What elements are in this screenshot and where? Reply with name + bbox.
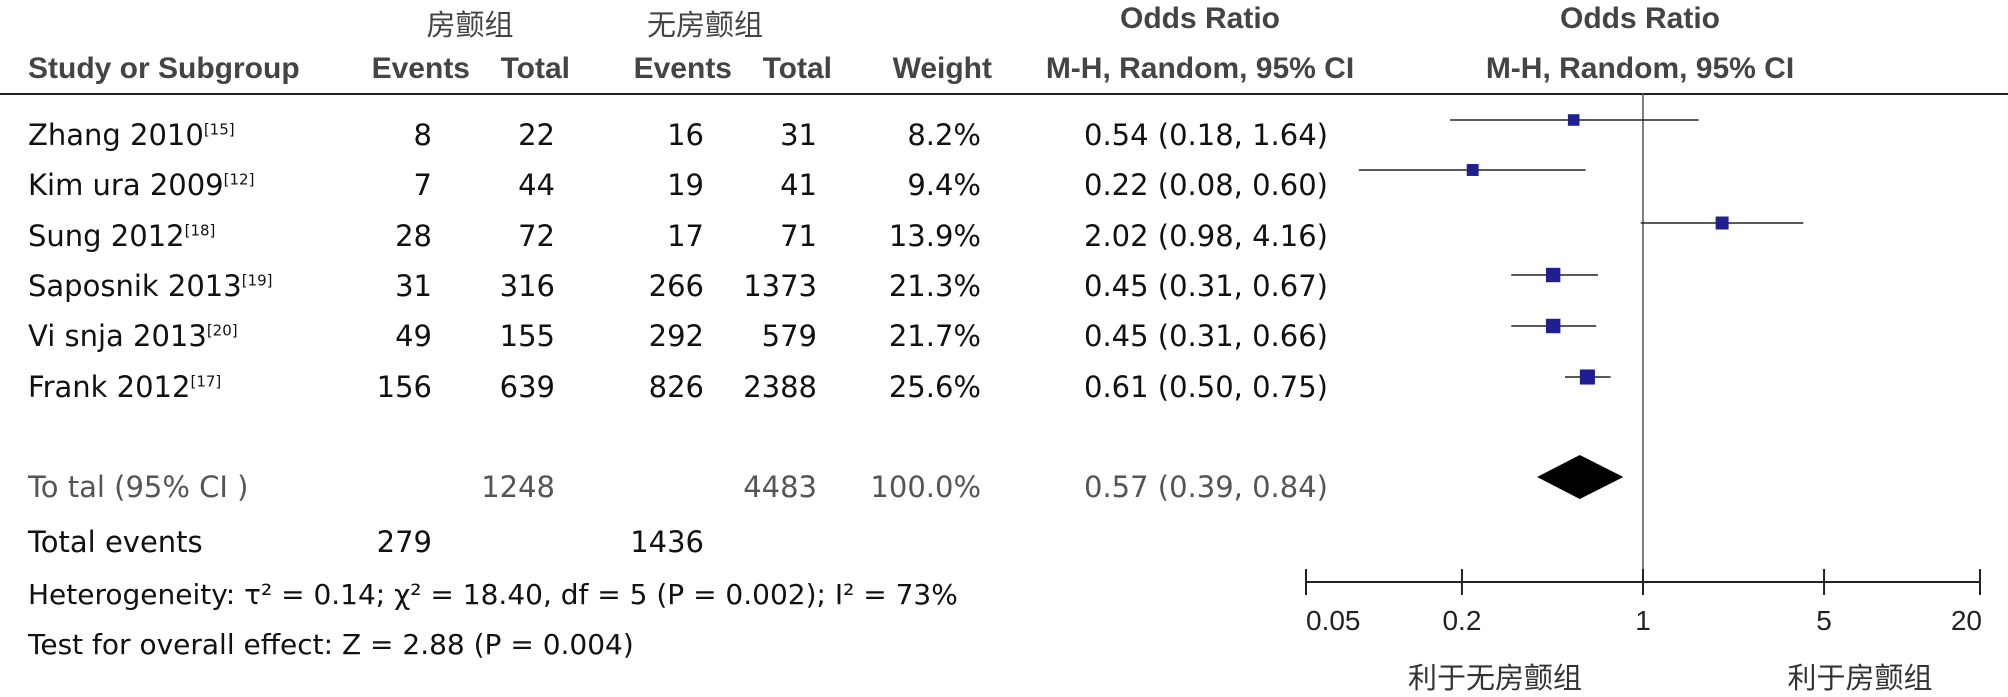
x-axis-tick-label: 0.05 (1306, 605, 1361, 636)
total2-value: 579 (761, 319, 817, 353)
or-ci-value: 0.45 (0.31, 0.66) (1084, 319, 1328, 353)
events1-value: 8 (413, 118, 432, 152)
weight-column-header: Weight (892, 52, 992, 85)
or-ci-column-header-right: M-H, Random, 95% CI (1485, 52, 1795, 85)
total1-value: 72 (518, 219, 555, 253)
study-name: Zhang 2010[15] (28, 118, 235, 152)
total2-value: 31 (780, 118, 817, 152)
heterogeneity-text: Heterogeneity: τ² = 0.14; χ² = 18.40, df… (28, 578, 958, 611)
weight-value: 21.3% (888, 269, 981, 303)
total-events2: 1436 (630, 525, 704, 559)
total1-column-header: Total (500, 52, 570, 85)
total2-value: 1373 (743, 269, 817, 303)
or-ci-column-header-left: M-H, Random, 95% CI (1045, 52, 1355, 85)
total2-column-header: Total (762, 52, 832, 85)
effect-marker (1545, 267, 1561, 283)
pooled-or-ci: 0.57 (0.39, 0.84) (1084, 470, 1328, 504)
or-ci-value: 0.22 (0.08, 0.60) (1084, 168, 1328, 202)
total-events1: 279 (376, 525, 432, 559)
effect-marker (1715, 216, 1729, 230)
total1-sum: 1248 (481, 470, 555, 504)
study-column-header: Study or Subgroup (28, 52, 300, 85)
favours-left-label: 利于无房颤组 (1407, 661, 1582, 695)
events1-value: 28 (395, 219, 432, 253)
total2-sum: 4483 (743, 470, 817, 504)
favours-right-label: 利于房颤组 (1787, 661, 1933, 695)
total-label: To tal (95% CI ) (28, 470, 249, 504)
weight-value: 8.2% (907, 118, 981, 152)
header-divider (0, 93, 2008, 95)
or-ci-value: 0.45 (0.31, 0.67) (1084, 269, 1328, 303)
group2-header: 无房颤组 (646, 8, 763, 42)
weight-value: 25.6% (888, 370, 981, 404)
weight-value: 9.4% (907, 168, 981, 202)
events1-value: 49 (395, 319, 432, 353)
events2-value: 16 (667, 118, 704, 152)
events2-column-header: Events (633, 52, 732, 85)
total1-value: 639 (499, 370, 555, 404)
events1-value: 156 (376, 370, 432, 404)
total1-value: 44 (518, 168, 555, 202)
events2-value: 292 (648, 319, 704, 353)
total1-value: 316 (499, 269, 555, 303)
weight-value: 13.9% (888, 219, 981, 253)
or-ci-value: 2.02 (0.98, 4.16) (1084, 219, 1328, 253)
events2-value: 266 (648, 269, 704, 303)
total-events-label: Total events (28, 525, 203, 559)
or-ci-value: 0.61 (0.50, 0.75) (1084, 370, 1328, 404)
events1-value: 7 (413, 168, 432, 202)
events2-value: 17 (667, 219, 704, 253)
effect-marker (1466, 164, 1479, 176)
effect-marker (1545, 318, 1561, 334)
events2-value: 19 (667, 168, 704, 202)
study-name: Frank 2012[17] (28, 370, 222, 404)
events2-value: 826 (648, 370, 704, 404)
total2-value: 41 (780, 168, 817, 202)
events1-value: 31 (395, 269, 432, 303)
effect-marker (1567, 114, 1580, 126)
study-name: Saposnik 2013[19] (28, 269, 273, 303)
x-axis-tick-label: 0.2 (1442, 605, 1481, 636)
total1-value: 155 (499, 319, 555, 353)
weight-value: 21.7% (888, 319, 981, 353)
study-name: Sung 2012[18] (28, 219, 216, 253)
total-weight: 100.0% (870, 470, 981, 504)
odds-ratio-header-left: Odds Ratio (1119, 2, 1280, 35)
effect-marker (1579, 369, 1595, 385)
x-axis-tick-label: 20 (1951, 605, 1982, 636)
pooled-effect-diamond (1537, 455, 1624, 499)
odds-ratio-header-right: Odds Ratio (1559, 2, 1720, 35)
or-ci-value: 0.54 (0.18, 1.64) (1084, 118, 1328, 152)
study-name: Kim ura 2009[12] (28, 168, 255, 202)
x-axis-tick-label: 1 (1635, 605, 1651, 636)
group1-header: 房颤组 (426, 8, 514, 42)
overall-effect-text: Test for overall effect: Z = 2.88 (P = 0… (28, 628, 634, 661)
events1-column-header: Events (371, 52, 470, 85)
total2-value: 2388 (743, 370, 817, 404)
study-name: Vi snja 2013[20] (28, 319, 238, 353)
total1-value: 22 (518, 118, 555, 152)
total2-value: 71 (780, 219, 817, 253)
x-axis-tick-label: 5 (1816, 605, 1832, 636)
